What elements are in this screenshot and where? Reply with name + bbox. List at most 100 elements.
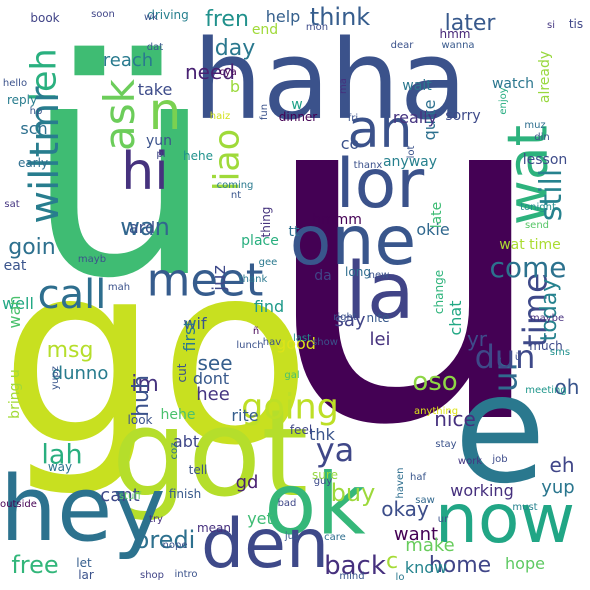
cloud-word: ask	[95, 79, 144, 151]
cloud-word: fun	[259, 103, 270, 121]
cloud-word: haf	[410, 472, 426, 483]
cloud-word: new	[368, 270, 390, 281]
cloud-word: stay	[435, 439, 457, 450]
cloud-word: thank	[238, 274, 268, 285]
cloud-word: anyway	[382, 154, 438, 170]
cloud-word: finish	[168, 487, 202, 501]
cloud-word: msg	[46, 338, 94, 363]
cloud-word: wait	[402, 78, 432, 94]
cloud-word: send	[524, 220, 550, 231]
cloud-word: cut	[175, 363, 189, 383]
cloud-word: already	[537, 50, 553, 104]
cloud-word: muz	[524, 120, 546, 131]
cloud-word: wk	[144, 12, 158, 23]
cloud-word: really	[392, 108, 438, 127]
cloud-word: ok	[264, 455, 366, 555]
cloud-word: eat	[3, 258, 27, 274]
cloud-word: n	[148, 82, 182, 142]
cloud-word: den	[200, 505, 330, 584]
cloud-word: wan	[5, 295, 24, 329]
cloud-word: ard	[128, 218, 156, 237]
cloud-word: dear	[390, 40, 414, 51]
cloud-word: mean	[196, 521, 232, 535]
cloud-word: one	[289, 202, 417, 281]
cloud-word: going	[241, 387, 339, 428]
cloud-word: u	[256, 0, 554, 528]
cloud-word: place	[241, 233, 279, 249]
cloud-word: ñ	[252, 326, 260, 337]
cloud-word: jus	[284, 531, 300, 542]
cloud-word: wif	[183, 314, 207, 333]
cloud-word: lor	[335, 145, 425, 224]
cloud-word: lah	[41, 439, 83, 471]
cloud-word: huh	[129, 375, 154, 417]
cloud-word: buy	[330, 479, 376, 507]
cloud-word: think	[309, 3, 371, 31]
cloud-word: tis	[568, 17, 584, 31]
cloud-word: nope	[162, 540, 188, 551]
cloud-word: w	[291, 97, 303, 113]
cloud-word: hmm	[439, 27, 471, 41]
cloud-word: help	[265, 7, 301, 26]
cloud-word: juz	[209, 265, 230, 291]
cloud-word: take	[137, 80, 173, 99]
cloud-word: come	[489, 251, 567, 284]
cloud-word: bring u	[7, 369, 23, 419]
cloud-word: say	[334, 310, 366, 331]
cloud-word: try	[149, 514, 163, 525]
cloud-word: early	[17, 156, 49, 170]
cloud-word: sure	[312, 468, 338, 482]
cloud-word: haha	[192, 16, 468, 144]
cloud-word: thanx	[353, 160, 383, 171]
cloud-word: mon	[305, 22, 329, 33]
cloud-word: coz	[169, 442, 180, 460]
cloud-word: oh	[554, 375, 580, 399]
cloud-word: la	[345, 247, 415, 337]
cloud-word: nice	[434, 407, 476, 431]
cloud-word: nt	[230, 190, 242, 201]
cloud-word: want	[393, 524, 439, 545]
cloud-word: sorry	[445, 108, 481, 124]
cloud-word: ah	[347, 100, 413, 160]
cloud-word: hp	[29, 106, 43, 117]
cloud-word: sat	[4, 199, 20, 210]
cloud-word: got	[111, 385, 309, 524]
cloud-word: lesson	[522, 152, 568, 168]
cloud-word: lunch	[236, 340, 264, 351]
cloud-word: chat	[446, 300, 465, 336]
cloud-word: dat	[146, 42, 164, 53]
cloud-word: lei	[369, 329, 391, 350]
cloud-word: wanna	[441, 40, 475, 51]
cloud-word: dinner	[278, 110, 318, 124]
cloud-word: goin	[8, 235, 56, 260]
cloud-word: co	[340, 134, 360, 153]
cloud-word: abt	[172, 432, 200, 451]
cloud-word: working	[450, 481, 514, 500]
cloud-word: b	[229, 77, 241, 96]
cloud-word: si	[547, 20, 555, 31]
cloud-word: enjoy	[498, 87, 509, 115]
cloud-word: mayb	[77, 254, 107, 265]
cloud-word: cya	[219, 67, 237, 78]
cloud-word: coming	[216, 180, 254, 191]
cloud-word: fri	[347, 113, 359, 124]
cloud-word: gd	[235, 472, 259, 493]
cloud-word: meet	[146, 253, 264, 307]
cloud-word: let	[76, 556, 92, 570]
cloud-word: today	[537, 278, 562, 342]
cloud-word: cant	[100, 485, 140, 506]
cloud-word: dun	[474, 338, 536, 376]
cloud-word: tonight	[520, 202, 556, 213]
cloud-word: must	[512, 502, 538, 513]
cloud-word: thk	[309, 425, 335, 444]
cloud-word: yr	[466, 327, 488, 351]
cloud-word: hope	[505, 554, 545, 573]
cloud-word: need	[185, 60, 235, 84]
cloud-word: well	[2, 294, 34, 313]
cloud-word: haiz	[209, 111, 231, 122]
cloud-word: free	[11, 551, 59, 579]
cloud-word: mind	[339, 571, 365, 582]
cloud-word: first	[180, 320, 199, 352]
cloud-word: haven	[395, 467, 406, 499]
